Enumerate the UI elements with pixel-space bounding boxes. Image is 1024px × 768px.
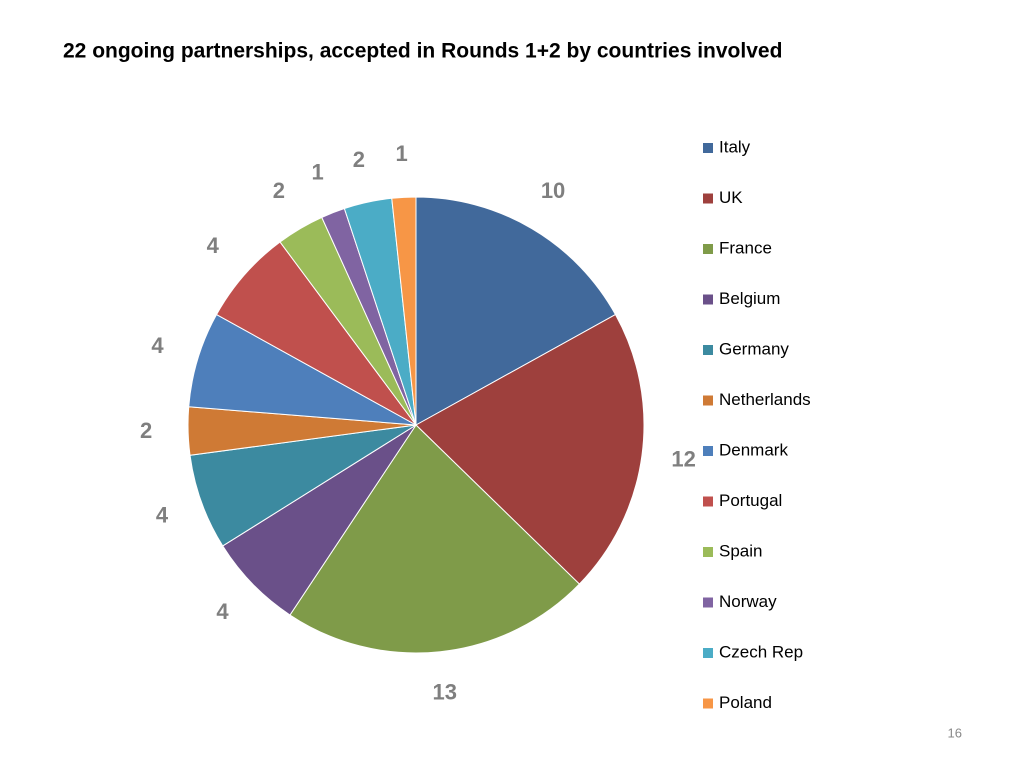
- legend-swatch: [703, 345, 713, 355]
- data-label: 4: [156, 502, 169, 527]
- legend-swatch: [703, 294, 713, 305]
- legend-swatch: [703, 496, 713, 507]
- legend-label: France: [719, 238, 772, 257]
- data-label: 13: [432, 679, 456, 704]
- data-label: 4: [207, 233, 220, 258]
- legend-swatch: [703, 597, 713, 608]
- legend-swatch: [703, 143, 713, 153]
- page-number: 16: [948, 725, 962, 740]
- pie-slice: [415, 313, 645, 585]
- data-label: 2: [353, 147, 365, 172]
- data-label: 2: [273, 178, 285, 203]
- legend-swatch: [703, 244, 713, 254]
- legend-label: Italy: [719, 137, 751, 156]
- legend-label: UK: [719, 188, 743, 207]
- pie-slice: [391, 196, 417, 426]
- legend-swatch: [703, 648, 713, 658]
- data-label: 2: [140, 418, 152, 443]
- legend-label: Denmark: [719, 440, 788, 459]
- legend-swatch: [703, 395, 713, 406]
- legend-label: Netherlands: [719, 390, 811, 409]
- pie-slice: [289, 424, 581, 654]
- legend-swatch: [703, 698, 713, 709]
- legend-swatch: [703, 547, 713, 557]
- data-label: 1: [396, 141, 408, 166]
- data-label: 12: [671, 447, 695, 472]
- legend-label: Belgium: [719, 289, 780, 308]
- data-label: 10: [541, 178, 565, 203]
- chart-title: 22 ongoing partnerships, accepted in Rou…: [63, 40, 782, 63]
- legend-label: Germany: [719, 339, 789, 358]
- legend-label: Poland: [719, 693, 772, 712]
- legend-swatch: [703, 193, 713, 204]
- legend-label: Czech Rep: [719, 642, 803, 661]
- legend-label: Norway: [719, 592, 777, 611]
- data-label: 1: [312, 159, 324, 184]
- legend-label: Spain: [719, 541, 762, 560]
- legend-swatch: [703, 446, 713, 456]
- data-label: 4: [151, 333, 164, 358]
- pie-slice: [415, 196, 617, 426]
- legend-label: Portugal: [719, 491, 782, 510]
- data-label: 4: [216, 599, 229, 624]
